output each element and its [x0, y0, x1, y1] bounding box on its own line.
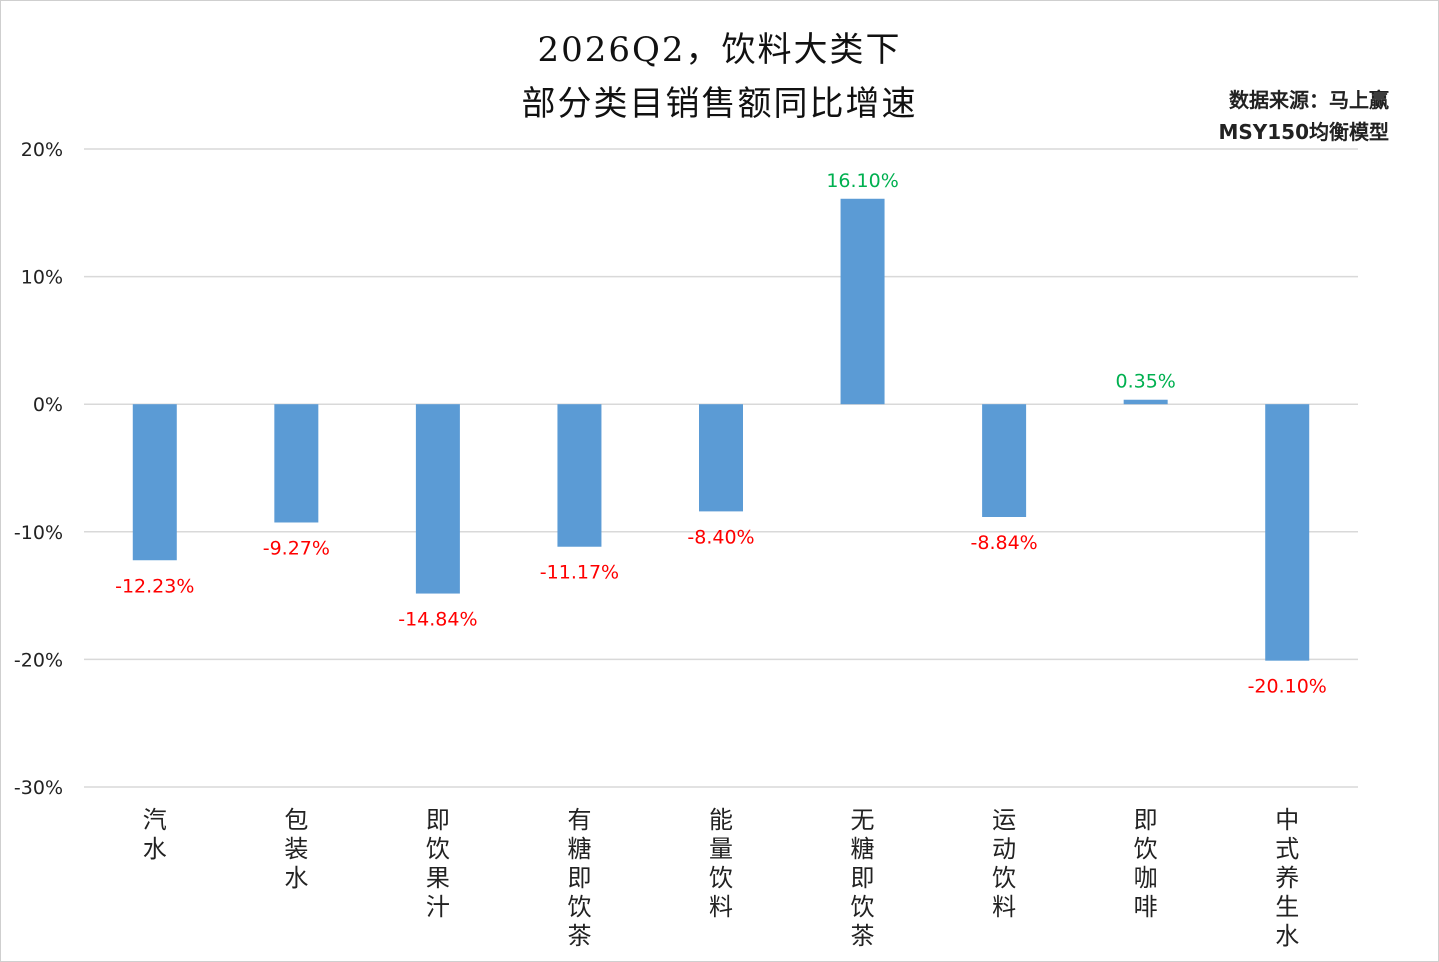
x-tick-label: 有糖即饮茶	[567, 806, 591, 950]
chart-title-line2: 部分类目销售额同比增速	[521, 84, 918, 124]
model-note: MSY150均衡模型	[1218, 120, 1389, 144]
y-tick-label: 10%	[21, 267, 63, 289]
bar	[699, 404, 743, 512]
y-tick-label: 0%	[33, 394, 63, 416]
x-tick-label: 运动饮料	[992, 806, 1016, 921]
data-label: -20.10%	[1248, 676, 1327, 698]
x-tick-label: 汽水	[143, 806, 167, 863]
bar	[840, 198, 885, 405]
bar	[274, 404, 319, 523]
x-tick-label: 无糖即饮茶	[851, 806, 875, 950]
bar	[132, 404, 177, 561]
data-label: -12.23%	[115, 575, 194, 597]
bar	[1123, 399, 1168, 405]
bar	[557, 404, 602, 547]
data-label: -8.84%	[971, 532, 1038, 554]
y-tick-label: -10%	[14, 522, 63, 544]
data-label: 16.10%	[826, 170, 898, 192]
data-label: 0.35%	[1115, 371, 1175, 393]
chart-title-line1: 2026Q2，饮料大类下	[537, 30, 902, 70]
x-tick-label: 中式养生水	[1275, 806, 1299, 950]
y-tick-label: 20%	[21, 139, 63, 161]
bar	[415, 404, 460, 594]
y-tick-label: -30%	[14, 777, 63, 799]
data-label: -9.27%	[263, 537, 330, 559]
x-tick-label: 即饮果汁	[426, 806, 450, 921]
y-tick-label: -20%	[14, 649, 63, 671]
x-tick-label: 即饮咖啡	[1134, 806, 1158, 921]
x-tick-label: 包装水	[284, 806, 308, 892]
data-label: -11.17%	[540, 562, 619, 584]
x-tick-label: 能量饮料	[709, 806, 733, 921]
data-label: -14.84%	[398, 609, 477, 631]
bar	[1265, 404, 1310, 661]
data-label: -8.40%	[687, 526, 754, 548]
source-note: 数据来源：马上赢	[1229, 88, 1389, 112]
bar	[982, 404, 1027, 517]
